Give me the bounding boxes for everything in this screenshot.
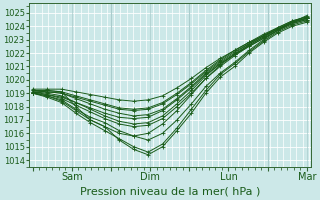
X-axis label: Pression niveau de la mer( hPa ): Pression niveau de la mer( hPa )	[80, 187, 260, 197]
